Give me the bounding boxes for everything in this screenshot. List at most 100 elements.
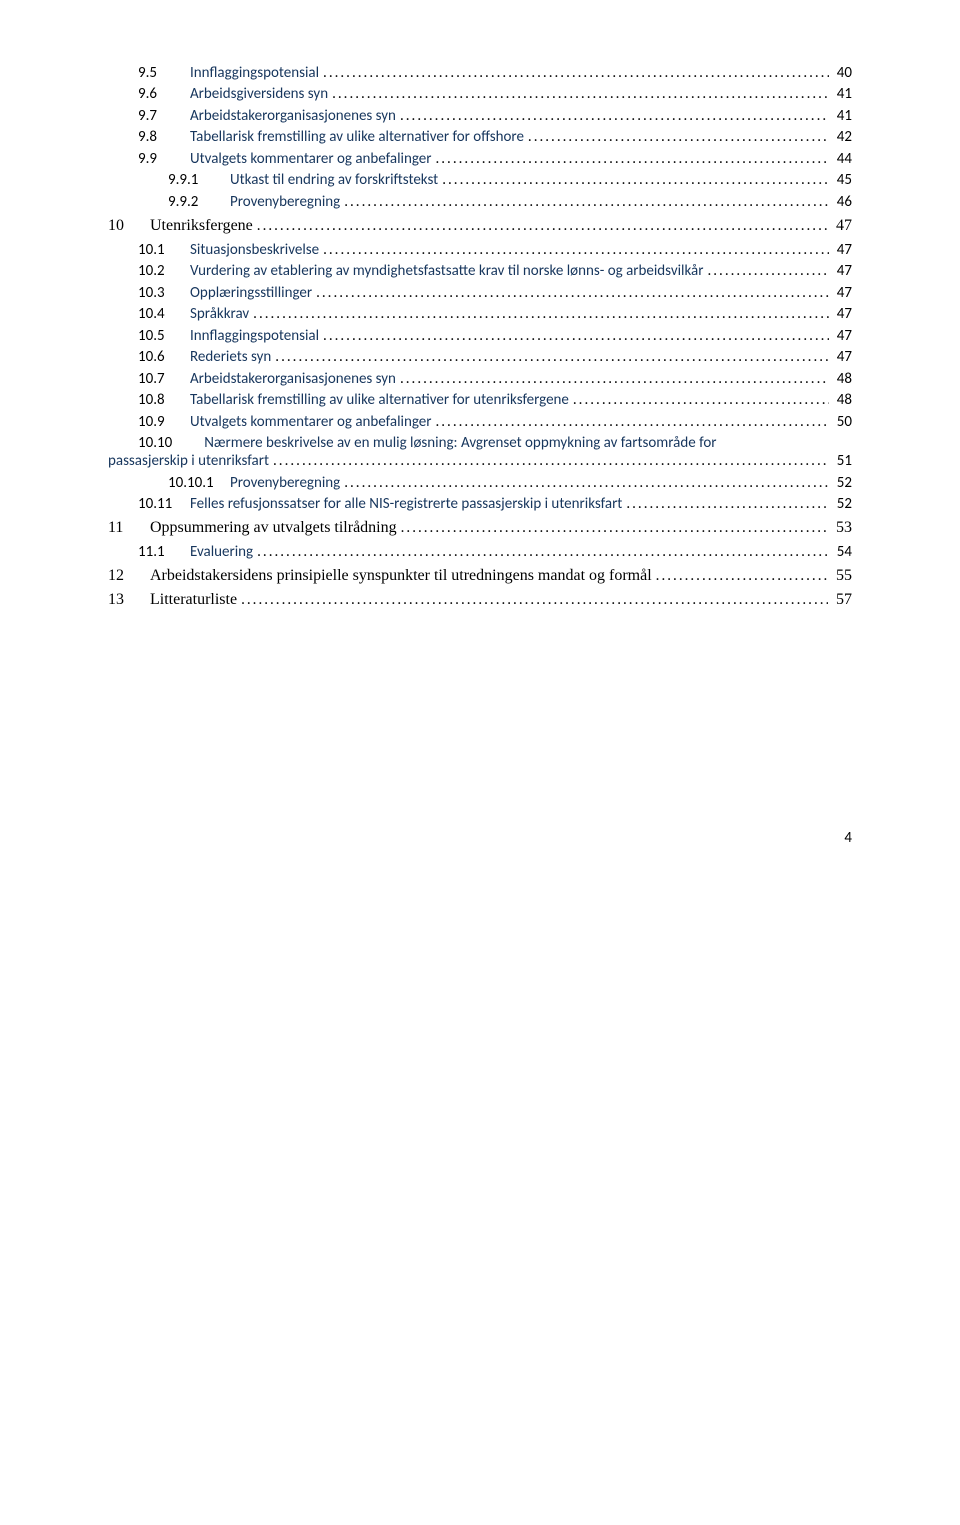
toc-entry: 12Arbeidstakersidens prinsipielle synspu… <box>108 567 852 585</box>
toc-title: Oppsummering av utvalgets tilrådning <box>150 519 397 537</box>
toc-leader <box>656 567 828 585</box>
toc-page: 50 <box>833 413 852 431</box>
toc-number: 10.1 <box>138 241 190 259</box>
toc-number: 9.8 <box>138 128 190 146</box>
toc-entry: 10.2Vurdering av etablering av myndighet… <box>108 262 852 280</box>
toc-leader <box>257 217 828 235</box>
toc-page: 41 <box>833 85 852 103</box>
toc-page: 47 <box>833 348 852 366</box>
toc-page: 47 <box>833 241 852 259</box>
toc-page: 51 <box>833 452 852 470</box>
toc-leader <box>435 413 828 431</box>
page-footer: 4 <box>108 829 852 847</box>
toc-number: 10.8 <box>138 391 190 409</box>
toc-entry: 10.11Felles refusjonssatser for alle NIS… <box>108 495 852 513</box>
toc-title: Utvalgets kommentarer og anbefalinger <box>190 413 431 431</box>
toc-page: 54 <box>833 543 852 561</box>
toc-page: 53 <box>832 519 852 537</box>
toc-title: Provenyberegning <box>230 474 340 492</box>
toc-number: 9.7 <box>138 107 190 125</box>
table-of-contents: 9.5Innflaggingspotensial409.6Arbeidsgive… <box>108 64 852 610</box>
toc-title: Språkkrav <box>190 305 249 323</box>
toc-leader <box>273 452 829 470</box>
toc-title: Litteraturliste <box>150 591 237 609</box>
toc-title: Provenyberegning <box>230 193 340 211</box>
toc-number: 10.4 <box>138 305 190 323</box>
toc-page: 52 <box>833 474 852 492</box>
toc-leader <box>316 284 829 302</box>
toc-title: Innflaggingspotensial <box>190 64 319 82</box>
toc-title: Utvalgets kommentarer og anbefalinger <box>190 150 431 168</box>
toc-number: 12 <box>108 567 150 585</box>
toc-page: 57 <box>832 591 852 609</box>
toc-page: 44 <box>833 150 852 168</box>
toc-number: 11.1 <box>138 543 190 561</box>
toc-page: 47 <box>833 262 852 280</box>
toc-entry: 10.3Opplæringsstillinger47 <box>108 284 852 302</box>
toc-page: 55 <box>832 567 852 585</box>
toc-leader <box>400 107 829 125</box>
toc-number: 10.10 <box>138 434 180 452</box>
toc-leader <box>400 370 829 388</box>
page-number: 4 <box>844 829 852 847</box>
toc-leader <box>626 495 828 513</box>
toc-entry: 10Utenriksfergene 47 <box>108 217 852 235</box>
toc-title: Nærmere beskrivelse av en mulig løsning:… <box>204 434 716 452</box>
toc-page: 42 <box>833 128 852 146</box>
toc-leader <box>573 391 829 409</box>
toc-number: 9.9.1 <box>168 171 230 189</box>
toc-entry: 9.9.1Utkast til endring av forskriftstek… <box>108 171 852 189</box>
toc-number: 11 <box>108 519 150 537</box>
toc-title: Opplæringsstillinger <box>190 284 312 302</box>
toc-entry: 9.8Tabellarisk fremstilling av ulike alt… <box>108 128 852 146</box>
toc-entry: 10.10 Nærmere beskrivelse av en mulig løs… <box>108 434 852 470</box>
toc-title: Tabellarisk fremstilling av ulike altern… <box>190 128 524 146</box>
toc-entry: 10.8Tabellarisk fremstilling av ulike al… <box>108 391 852 409</box>
toc-entry: 9.9Utvalgets kommentarer og anbefalinger… <box>108 150 852 168</box>
toc-leader <box>241 591 828 609</box>
toc-leader <box>257 543 829 561</box>
toc-leader <box>323 241 829 259</box>
toc-number: 9.6 <box>138 85 190 103</box>
toc-page: 52 <box>833 495 852 513</box>
toc-title: Tabellarisk fremstilling av ulike altern… <box>190 391 569 409</box>
toc-leader <box>442 171 829 189</box>
toc-number: 10.5 <box>138 327 190 345</box>
toc-entry: 10.5Innflaggingspotensial 47 <box>108 327 852 345</box>
toc-page: 47 <box>833 284 852 302</box>
toc-leader <box>344 474 829 492</box>
toc-title: Utkast til endring av forskriftstekst <box>230 171 438 189</box>
toc-entry: 9.9.2Provenyberegning 46 <box>108 193 852 211</box>
toc-title: Vurdering av etablering av myndighetsfas… <box>190 262 703 280</box>
toc-leader <box>323 64 829 82</box>
toc-number: 13 <box>108 591 150 609</box>
toc-page: 46 <box>833 193 852 211</box>
toc-entry: 9.5Innflaggingspotensial 40 <box>108 64 852 82</box>
toc-entry: 11Oppsummering av utvalgets tilrådning 53 <box>108 519 852 537</box>
toc-entry: 11.1Evaluering54 <box>108 543 852 561</box>
toc-number: 10.6 <box>138 348 190 366</box>
toc-number: 10 <box>108 217 150 235</box>
toc-number: 9.5 <box>138 64 190 82</box>
toc-leader <box>707 262 828 280</box>
toc-number: 10.2 <box>138 262 190 280</box>
toc-entry: 10.7Arbeidstakerorganisasjonenes syn48 <box>108 370 852 388</box>
toc-leader <box>435 150 828 168</box>
toc-title: Innflaggingspotensial <box>190 327 319 345</box>
toc-entry: 10.1Situasjonsbeskrivelse47 <box>108 241 852 259</box>
toc-page: 40 <box>833 64 852 82</box>
toc-title: Arbeidsgiversidens syn <box>190 85 328 103</box>
toc-page: 47 <box>832 217 852 235</box>
toc-entry: 9.6Arbeidsgiversidens syn 41 <box>108 85 852 103</box>
toc-number: 9.9.2 <box>168 193 230 211</box>
toc-number: 10.11 <box>138 495 190 513</box>
toc-title: Arbeidstakerorganisasjonenes syn <box>190 107 396 125</box>
toc-leader <box>323 327 829 345</box>
toc-entry: 10.4Språkkrav47 <box>108 305 852 323</box>
toc-entry: 9.7Arbeidstakerorganisasjonenes syn41 <box>108 107 852 125</box>
toc-entry: 10.6Rederiets syn 47 <box>108 348 852 366</box>
toc-number: 10.10.1 <box>168 474 230 492</box>
toc-title: Utenriksfergene <box>150 217 253 235</box>
toc-title: Rederiets syn <box>190 348 271 366</box>
toc-page: 47 <box>833 327 852 345</box>
